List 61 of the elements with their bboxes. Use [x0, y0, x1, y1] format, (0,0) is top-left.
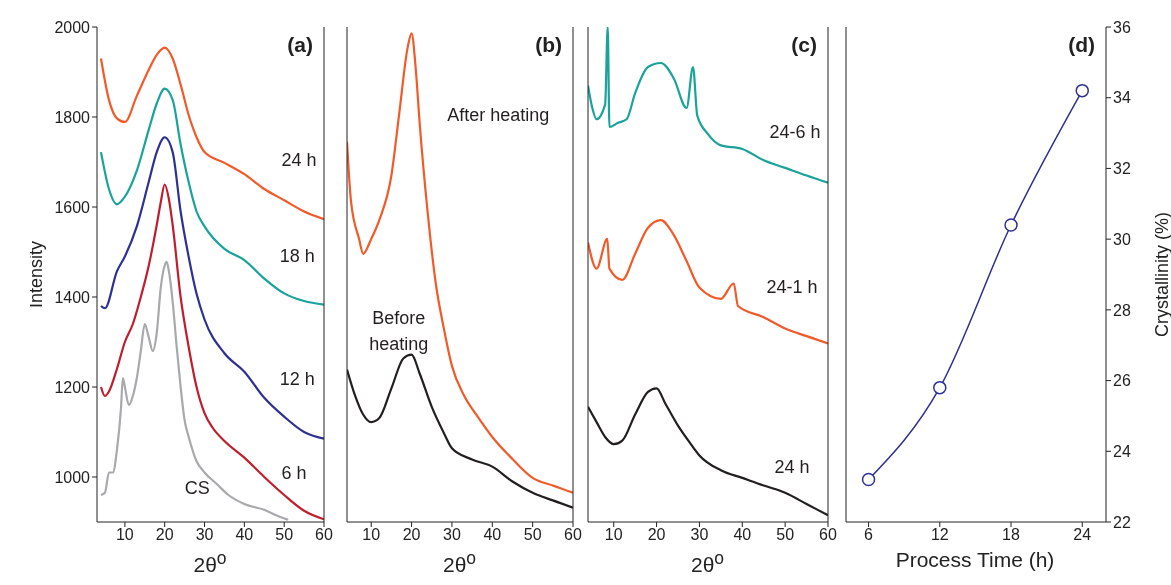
x-tick-label: 18: [1002, 526, 1021, 544]
chart-title: (b): [534, 33, 562, 57]
x-axis-title: 2θ$^{o}$: [192, 548, 228, 577]
x-tick-label: 40: [733, 526, 752, 544]
x-tick-label: 20: [402, 526, 421, 544]
chart-title: (a): [287, 33, 313, 56]
x-tick-label: 10: [115, 526, 134, 544]
y-tick-label: 36: [1113, 18, 1131, 36]
y-tick-label: 28: [1113, 301, 1131, 319]
y-tick-label: 26: [1113, 372, 1131, 390]
y-tick-label: 22: [1113, 513, 1131, 531]
point: [933, 380, 947, 395]
y-tick-label: 32: [1113, 160, 1131, 178]
y-tick-label: 2000: [54, 18, 91, 36]
chart-title: (d): [1067, 33, 1095, 57]
series-label: CS: [184, 478, 210, 499]
series-label: 6 h: [281, 463, 307, 484]
x-tick-label: 30: [195, 526, 214, 544]
point: [1075, 83, 1090, 98]
x-tick-label: 24: [1073, 526, 1092, 544]
y-tick-label: 24: [1113, 442, 1131, 460]
x-axis-title: Process Time (h): [894, 548, 1056, 572]
x-tick-label: 60: [564, 526, 582, 544]
x-tick-label: 60: [819, 526, 837, 544]
x-axis-title: 2θ$^{o}$: [689, 548, 726, 577]
point: [1004, 218, 1018, 232]
x-tick-label: 20: [647, 526, 666, 544]
x-tick-label: 50: [275, 526, 294, 544]
point: [861, 472, 876, 487]
x-tick-label: 30: [443, 526, 461, 544]
x-tick-label: 10: [604, 526, 623, 544]
y-tick-label: 1400: [54, 288, 91, 306]
x-axis-title: 2θ$^{o}$: [441, 548, 478, 577]
x-tick-label: 6: [864, 526, 874, 544]
series-label: 24 h: [281, 149, 317, 170]
line-series: [99, 136, 324, 440]
line-series: [99, 87, 324, 306]
y-tick-label: 1800: [54, 108, 91, 126]
x-tick-label: 20: [155, 526, 174, 544]
y-axis-title: Intensity: [26, 240, 47, 309]
y-tick-label: 30: [1113, 230, 1131, 248]
series-label: After heating: [447, 105, 550, 126]
x-tick-label: 40: [483, 526, 502, 544]
series-label: 18 h: [279, 245, 315, 266]
series-label: Before heating: [369, 308, 429, 354]
y-tick-label: 1600: [54, 198, 91, 216]
y-tick-label: 34: [1113, 89, 1131, 107]
series-label: 24-6 h: [769, 122, 821, 143]
x-tick-label: 40: [235, 526, 254, 544]
series-label: 24 h: [774, 457, 810, 478]
x-tick-label: 10: [362, 526, 381, 544]
y-tick-label: 1000: [54, 468, 91, 486]
chart-title: (c): [790, 33, 817, 57]
x-tick-label: 12: [930, 526, 949, 544]
y-tick-label: 1200: [54, 378, 91, 396]
series-label: 12 h: [279, 368, 315, 389]
x-tick-label: 50: [776, 526, 795, 544]
x-tick-label: 60: [315, 526, 333, 544]
series-label: 24-1 h: [766, 276, 818, 297]
x-tick-label: 30: [690, 526, 709, 544]
x-tick-label: 50: [523, 526, 542, 544]
